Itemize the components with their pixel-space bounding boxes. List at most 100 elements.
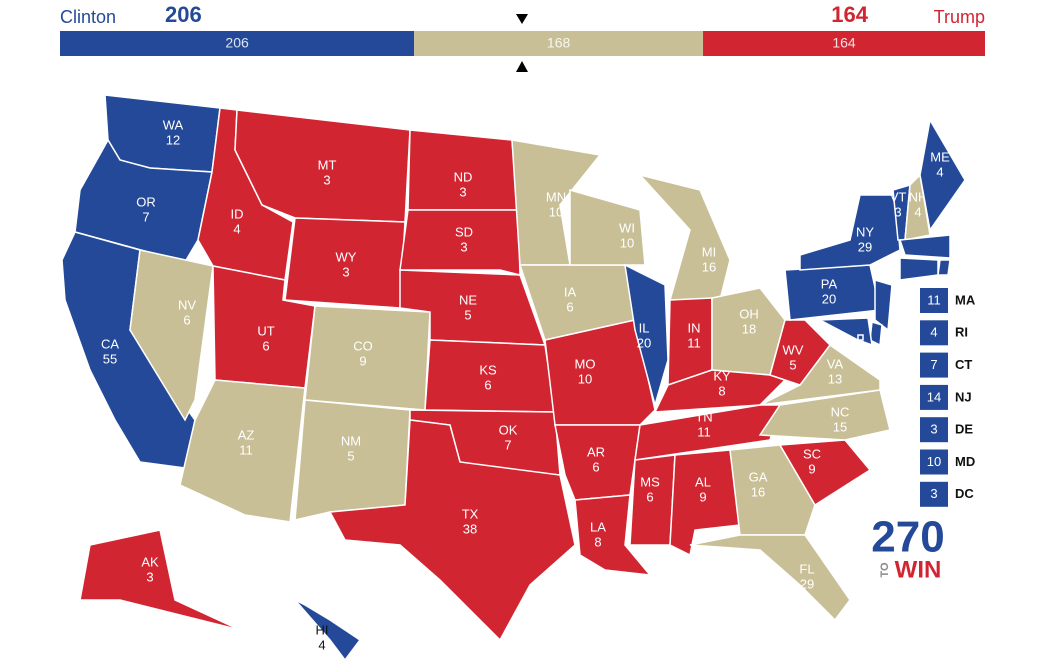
- state-shape: [689, 534, 851, 622]
- state-abbr: AK: [141, 554, 159, 569]
- state-votes: 3: [146, 569, 153, 584]
- state-votes: 4: [930, 325, 937, 340]
- state-abbr: MD: [955, 454, 975, 469]
- state-votes: 4: [914, 204, 921, 219]
- state-shape: [799, 194, 901, 271]
- state-abbr: VA: [827, 356, 844, 371]
- state-box: [920, 481, 948, 507]
- state-abbr: NJ: [955, 389, 972, 404]
- state-abbr: NV: [178, 297, 196, 312]
- state-shape: [304, 305, 431, 411]
- state-votes: 16: [702, 259, 716, 274]
- state-abbr: NY: [856, 224, 874, 239]
- state-abbr: MA: [955, 292, 976, 307]
- state-abbr: MS: [640, 474, 660, 489]
- state-votes: 11: [687, 335, 701, 350]
- state-abbr: PA: [821, 276, 838, 291]
- state-shape: [937, 259, 951, 276]
- state-shape: [759, 343, 881, 406]
- state-votes: 6: [484, 377, 491, 392]
- state-votes: 3: [930, 422, 937, 437]
- state-box: [920, 288, 948, 313]
- state-abbr: WV: [783, 342, 804, 357]
- state-votes: 16: [751, 484, 765, 499]
- state-abbr: SD: [455, 224, 473, 239]
- state-abbr: HI: [316, 622, 329, 637]
- state-shape: [79, 529, 241, 631]
- state-votes: 10: [549, 204, 563, 219]
- state-abbr: TN: [695, 409, 712, 424]
- logo-to: TO: [879, 562, 891, 578]
- state-abbr: AZ: [238, 427, 255, 442]
- state-votes: 8: [594, 534, 601, 549]
- state-votes: 11: [239, 442, 253, 457]
- state-shape: [399, 209, 521, 276]
- state-votes: 4: [936, 164, 943, 179]
- state-votes: 3: [930, 486, 937, 501]
- bar-label: 164: [832, 35, 856, 51]
- state-abbr: CO: [353, 338, 373, 353]
- state-abbr: GA: [749, 469, 768, 484]
- marker-top: [516, 14, 528, 24]
- state-abbr: DE: [955, 422, 973, 437]
- state-abbr: MI: [702, 244, 716, 259]
- state-votes: 4: [318, 637, 325, 652]
- state-box: [920, 352, 948, 378]
- state-abbr: DC: [955, 486, 974, 501]
- state-shape: [729, 444, 816, 536]
- state-abbr: ME: [930, 149, 950, 164]
- state-shape: [904, 173, 931, 241]
- state-shape: [898, 234, 951, 259]
- state-votes: 12: [166, 132, 180, 147]
- state-votes: 29: [858, 239, 872, 254]
- state-shape: [179, 379, 306, 523]
- state-abbr: VT: [890, 189, 907, 204]
- state-abbr: IA: [564, 284, 577, 299]
- state-abbr: OR: [136, 194, 156, 209]
- state-votes: 18: [742, 321, 756, 336]
- state-votes: 7: [930, 357, 937, 372]
- state-votes: 6: [592, 459, 599, 474]
- state-abbr: NC: [831, 404, 850, 419]
- bar-label: 206: [225, 35, 249, 51]
- state-abbr: ID: [231, 206, 244, 221]
- state-shape: [769, 319, 831, 386]
- state-shape: [574, 494, 652, 576]
- state-abbr: KY: [713, 368, 731, 383]
- state-abbr: NM: [341, 433, 361, 448]
- state-abbr: MN: [546, 189, 566, 204]
- state-abbr: OK: [499, 422, 518, 437]
- state-votes: 10: [927, 454, 941, 469]
- state-votes: 3: [323, 172, 330, 187]
- state-abbr: IL: [639, 320, 650, 335]
- state-votes: 20: [822, 291, 836, 306]
- state-box: [920, 384, 948, 410]
- state-abbr: ND: [454, 169, 473, 184]
- logo-win: WIN: [895, 556, 942, 583]
- tally-bar: 206 168 164: [60, 31, 985, 56]
- state-abbr: OH: [739, 306, 759, 321]
- states: WA12OR7CA55NV6ID4MT3WY3UT6AZ11CO9NM5ND3S…: [61, 94, 966, 662]
- state-box: [920, 417, 948, 443]
- state-votes: 3: [459, 184, 466, 199]
- right-name: Trump: [934, 7, 985, 27]
- state-votes: 5: [789, 357, 796, 372]
- bar-segment: [60, 31, 415, 56]
- state-shape: [857, 334, 864, 341]
- state-votes: 9: [808, 461, 815, 476]
- state-shape: [511, 139, 602, 266]
- state-votes: 7: [142, 209, 149, 224]
- state-shape: [544, 319, 656, 426]
- bar-segment: [703, 31, 985, 56]
- state-votes: 4: [233, 221, 240, 236]
- state-votes: 9: [699, 489, 706, 504]
- left-total: 206: [165, 2, 202, 27]
- state-shape: [758, 389, 891, 441]
- state-abbr: CT: [955, 357, 972, 372]
- right-total: 164: [831, 2, 868, 27]
- state-votes: 3: [460, 239, 467, 254]
- state-votes: 55: [103, 351, 117, 366]
- state-votes: 6: [566, 299, 573, 314]
- state-votes: 7: [504, 437, 511, 452]
- bar-label: 168: [547, 35, 571, 51]
